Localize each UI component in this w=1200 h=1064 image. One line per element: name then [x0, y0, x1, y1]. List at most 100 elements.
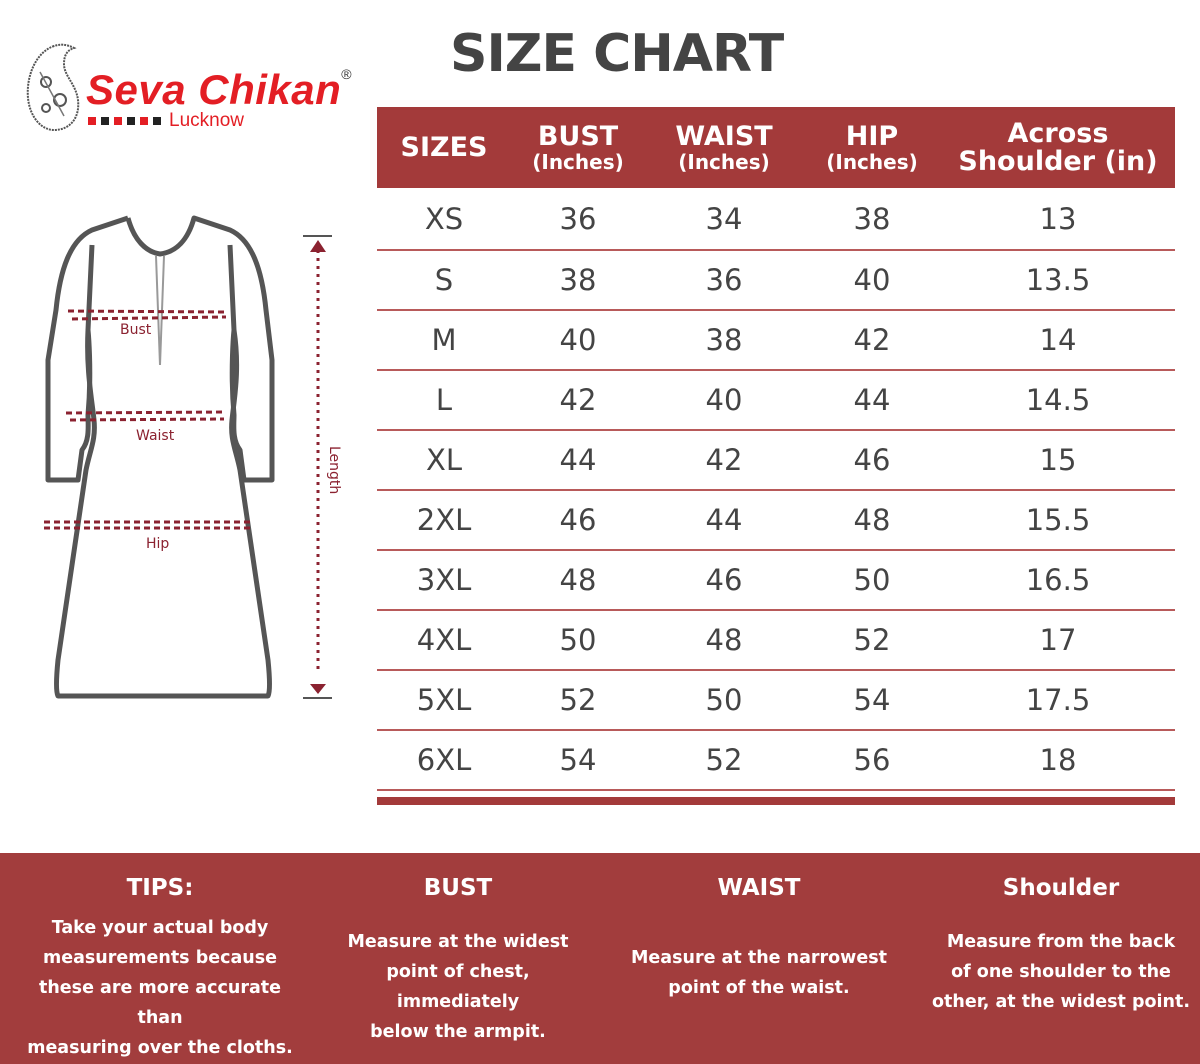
- table-cell: 44: [559, 443, 597, 477]
- table-cell: L: [435, 383, 453, 417]
- size-table: SIZES BUST (Inches) WAIST (Inches) HIP (Inches…: [377, 107, 1175, 791]
- tip-text: Measure at the narrowest point of the wai…: [629, 943, 889, 1003]
- column-header: SIZES: [377, 107, 511, 188]
- table-cell: 44: [705, 503, 743, 537]
- table-cell: 38: [559, 263, 597, 297]
- column-header-sub: (Inches): [678, 149, 770, 174]
- column-header-sub: (Inches): [532, 149, 624, 174]
- table-cell: S: [434, 263, 454, 297]
- column-header-main: Across: [1007, 117, 1109, 149]
- tip-title: TIPS:: [126, 875, 194, 901]
- table-cell: 54: [853, 683, 891, 717]
- brand-city: Lucknow: [169, 110, 244, 131]
- brand-logo: Seva Chikan®: [86, 66, 352, 114]
- registered-mark: ®: [341, 66, 353, 82]
- table-row: S 38 36 40 13.5: [377, 251, 1175, 311]
- tip-text: Measure at the widest point of chest, imm…: [323, 927, 593, 1047]
- table-header: SIZES BUST (Inches) WAIST (Inches) HIP (Inches…: [377, 107, 1175, 188]
- column-header-main: HIP: [845, 120, 899, 152]
- table-cell: 36: [705, 263, 743, 297]
- tip-block: BUST Measure at the widest point of chest,…: [323, 875, 593, 1047]
- table-row: L 42 40 44 14.5: [377, 371, 1175, 431]
- table-cell: XS: [424, 201, 464, 236]
- waist-label: Waist: [136, 428, 175, 444]
- table-cell: 16.5: [1025, 563, 1091, 597]
- tip-block: Shoulder Measure from the back of one shou…: [931, 875, 1191, 1017]
- tips-panel: TIPS: Take your actual body measurements b…: [0, 853, 1200, 1064]
- table-cell: 48: [853, 503, 891, 537]
- table-cell: 48: [705, 623, 743, 657]
- table-cell: 54: [559, 743, 597, 777]
- table-cell: 40: [853, 263, 891, 297]
- table-cell: 13: [1039, 201, 1077, 236]
- table-cell: 46: [705, 563, 743, 597]
- table-row: M 40 38 42 14: [377, 311, 1175, 371]
- table-cell: 42: [853, 323, 891, 357]
- tip-line: Take your actual body: [51, 918, 269, 938]
- tip-line: point of chest, immediately: [386, 962, 530, 1012]
- table-row: XL 44 42 46 15: [377, 431, 1175, 491]
- table-row: 2XL 46 44 48 15.5: [377, 491, 1175, 551]
- table-cell: 18: [1039, 743, 1077, 777]
- tip-line: Measure from the back: [946, 932, 1176, 952]
- table-cell: 50: [705, 683, 743, 717]
- tip-line: measurements because: [42, 948, 278, 968]
- table-cell: M: [431, 323, 457, 357]
- tip-line: point of the waist.: [668, 978, 850, 998]
- table-cell: 50: [853, 563, 891, 597]
- table-cell: 17: [1039, 623, 1077, 657]
- table-cell: 46: [559, 503, 597, 537]
- table-cell: 4XL: [416, 623, 472, 657]
- tip-line: other, at the widest point.: [931, 992, 1191, 1012]
- kurta-diagram: Bust Waist Hip Length: [44, 215, 342, 699]
- table-cell: 56: [853, 743, 891, 777]
- column-header: Across Shoulder (in): [941, 107, 1175, 188]
- table-cell: 52: [705, 743, 743, 777]
- column-header-main: SIZES: [400, 131, 488, 163]
- column-header-sub: Shoulder (in): [958, 145, 1158, 177]
- column-header-main: BUST: [537, 120, 619, 152]
- table-cell: 52: [853, 623, 891, 657]
- tip-block: TIPS: Take your actual body measurements b…: [15, 875, 305, 1063]
- table-cell: 48: [559, 563, 597, 597]
- tip-block: WAIST Measure at the narrowest point of th…: [629, 875, 889, 1003]
- tip-text: Take your actual body measurements becaus…: [15, 913, 305, 1063]
- table-cell: 14: [1039, 323, 1077, 357]
- tip-title: WAIST: [717, 875, 801, 901]
- table-cell: 6XL: [416, 743, 472, 777]
- table-cell: 3XL: [416, 563, 472, 597]
- table-row: 4XL 50 48 52 17: [377, 611, 1175, 671]
- table-cell: 5XL: [416, 683, 472, 717]
- table-cell: 40: [559, 323, 597, 357]
- table-bottom-bar: [377, 797, 1175, 805]
- column-header: HIP (Inches): [803, 107, 941, 188]
- hip-label: Hip: [146, 536, 169, 552]
- table-cell: 42: [559, 383, 597, 417]
- table-cell: 34: [705, 201, 743, 236]
- tip-text: Measure from the back of one shoulder to …: [931, 927, 1191, 1017]
- length-label: Length: [326, 446, 342, 494]
- tip-line: of one shoulder to the: [951, 962, 1171, 982]
- table-cell: 40: [705, 383, 743, 417]
- table-cell: 42: [705, 443, 743, 477]
- table-cell: 15: [1039, 443, 1077, 477]
- tip-line: Measure at the widest: [347, 932, 569, 952]
- column-header-sub: (Inches): [826, 149, 918, 174]
- table-cell: XL: [425, 443, 463, 477]
- paisley-logo-icon: [26, 43, 80, 132]
- tip-title: BUST: [423, 875, 493, 901]
- column-header: BUST (Inches): [511, 107, 645, 188]
- table-cell: 13.5: [1025, 263, 1091, 297]
- table-cell: 36: [559, 201, 597, 236]
- tip-line: these are more accurate than: [38, 978, 281, 1028]
- table-cell: 2XL: [416, 503, 472, 537]
- brand-subtitle: Lucknow: [88, 110, 244, 132]
- tip-line: Measure at the narrowest: [631, 948, 887, 968]
- brand-name: Seva Chikan: [86, 66, 342, 113]
- column-header: WAIST (Inches): [645, 107, 803, 188]
- table-row: XS 36 34 38 13: [377, 188, 1175, 251]
- table-cell: 14.5: [1025, 383, 1091, 417]
- table-row: 5XL 52 50 54 17.5: [377, 671, 1175, 731]
- table-cell: 15.5: [1025, 503, 1091, 537]
- tip-title: Shoulder: [1002, 875, 1120, 901]
